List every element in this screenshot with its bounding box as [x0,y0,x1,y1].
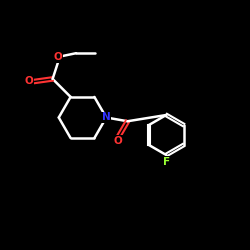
Text: N: N [102,112,110,122]
Text: O: O [54,52,62,62]
Text: O: O [113,136,122,146]
Text: F: F [163,157,170,167]
Text: O: O [25,76,34,86]
